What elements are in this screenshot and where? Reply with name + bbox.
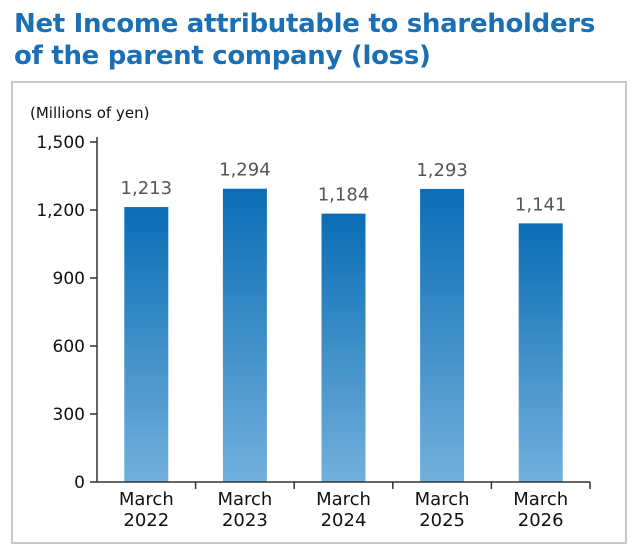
bars-group	[124, 188, 591, 489]
y-axis-ticks: 0 300 600 900 1,200 1,500	[36, 133, 97, 493]
y-unit-label: (Millions of yen)	[30, 104, 149, 122]
data-label: 1,293	[416, 160, 468, 181]
x-category-label: March	[513, 489, 568, 510]
y-tick-label: 1,500	[36, 133, 85, 153]
x-category-label: 2026	[518, 510, 564, 531]
x-category-label: March	[415, 489, 470, 510]
data-label: 1,213	[121, 178, 173, 199]
bar	[321, 213, 366, 483]
data-label: 1,184	[318, 185, 370, 206]
x-category-label: 2023	[222, 510, 268, 531]
x-category-label: March	[217, 489, 272, 510]
chart-title: Net Income attributable to shareholders …	[14, 9, 596, 71]
x-category-label: March	[316, 489, 371, 510]
y-tick-label: 1,200	[36, 201, 85, 221]
x-category-label: March	[119, 489, 174, 510]
chart-frame	[11, 81, 627, 544]
labels-group: 1,213March20221,294March20231,184March20…	[119, 160, 568, 531]
x-category-label: 2022	[123, 510, 169, 531]
bar	[222, 188, 267, 482]
y-tick-label: 600	[53, 337, 85, 357]
bar	[518, 223, 563, 482]
data-label: 1,294	[219, 160, 271, 181]
y-tick-label: 900	[53, 269, 85, 289]
x-category-label: 2025	[419, 510, 465, 531]
bar	[420, 188, 465, 483]
data-label: 1,141	[515, 194, 567, 215]
y-tick-label: 300	[53, 405, 85, 425]
bar	[124, 207, 169, 482]
y-tick-label: 0	[74, 473, 85, 493]
x-category-label: 2024	[321, 510, 367, 531]
